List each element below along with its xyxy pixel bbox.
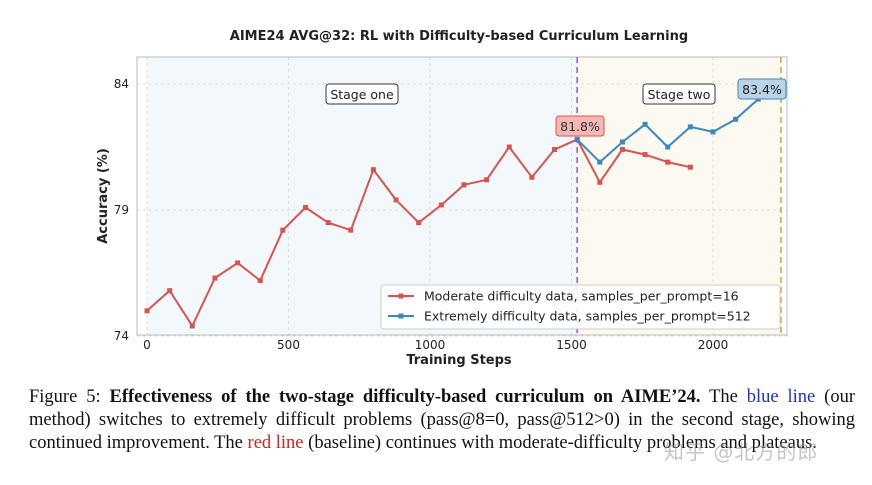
legend-marker-extreme — [398, 313, 404, 319]
x-tick-label: 1000 — [415, 338, 446, 352]
final-value-text: 83.4% — [742, 82, 782, 97]
caption-part3: (baseline) continues with moderate-diffi… — [303, 433, 817, 453]
legend-box — [380, 284, 781, 330]
axis-ticks: 0 500 1000 1500 2000 74 79 84 — [114, 77, 729, 352]
x-tick-label: 1500 — [556, 338, 587, 352]
chart: AIME24 AVG@32: RL with Difficulty-based … — [96, 29, 788, 368]
data-point-0 — [167, 288, 173, 294]
data-point-0 — [461, 182, 467, 188]
y-tick-label: 84 — [114, 77, 129, 91]
stage-two-label: Stage two — [642, 83, 716, 105]
y-tick-label: 79 — [114, 203, 129, 217]
switch-value-label: 81.8% — [555, 115, 605, 137]
y-axis-label: Accuracy (%) — [96, 148, 111, 244]
x-tick-label: 2000 — [698, 338, 729, 352]
data-point-0 — [529, 174, 535, 180]
data-point-0 — [619, 147, 625, 153]
data-point-0 — [438, 202, 444, 208]
caption-red-line: red line — [247, 433, 304, 453]
caption-bold: Effectiveness of the two-stage difficult… — [109, 387, 701, 407]
caption-blue-line: blue line — [746, 387, 816, 407]
caption-part1: The — [700, 387, 747, 407]
data-point-0 — [416, 220, 422, 226]
legend-marker-moderate — [398, 293, 404, 299]
data-point-0 — [687, 164, 693, 170]
data-point-0 — [189, 323, 195, 329]
legend-label-extreme: Extremely difficulty data, samples_per_p… — [424, 309, 751, 324]
plot-frame — [136, 56, 788, 336]
x-tick-label: 0 — [143, 338, 151, 352]
final-value-label: 83.4% — [737, 78, 787, 100]
data-point-1 — [733, 116, 739, 122]
data-point-0 — [348, 227, 354, 233]
data-point-1 — [665, 144, 671, 150]
legend-label-moderate: Moderate difficulty data, samples_per_pr… — [424, 289, 739, 304]
watermark-text: 知乎 @北方的郎 — [664, 440, 819, 464]
data-point-1 — [597, 159, 603, 165]
data-point-0 — [144, 308, 150, 314]
data-point-0 — [484, 177, 490, 183]
data-point-0 — [280, 227, 286, 233]
y-tick-label: 74 — [114, 329, 129, 343]
caption-part2: (our method) switches to extremely diffi… — [29, 387, 855, 453]
data-point-1 — [687, 124, 693, 130]
stage-two-text: Stage two — [648, 87, 711, 102]
legend: Moderate difficulty data, samples_per_pr… — [380, 284, 781, 330]
stage-one-text: Stage one — [330, 87, 394, 102]
switch-value-text: 81.8% — [560, 119, 600, 134]
data-point-0 — [552, 147, 558, 153]
data-point-0 — [212, 275, 218, 281]
data-point-1 — [642, 121, 648, 127]
figure-caption: Figure 5: Effectiveness of the two-stage… — [29, 386, 855, 455]
data-point-0 — [370, 167, 376, 173]
data-point-1 — [710, 129, 716, 135]
data-point-0 — [257, 278, 263, 284]
x-tick-label: 500 — [277, 338, 300, 352]
data-point-1 — [574, 136, 580, 142]
data-point-0 — [302, 204, 308, 210]
data-point-0 — [325, 220, 331, 226]
x-axis-label: Training Steps — [406, 353, 512, 368]
data-point-0 — [597, 179, 603, 185]
data-point-0 — [235, 260, 241, 266]
data-point-1 — [619, 139, 625, 145]
data-point-0 — [506, 144, 512, 150]
caption-prefix: Figure 5: — [29, 387, 110, 407]
data-point-0 — [665, 159, 671, 165]
chart-title: AIME24 AVG@32: RL with Difficulty-based … — [230, 29, 688, 44]
data-point-0 — [393, 197, 399, 203]
stage-one-label: Stage one — [325, 83, 399, 105]
data-point-0 — [642, 152, 648, 158]
